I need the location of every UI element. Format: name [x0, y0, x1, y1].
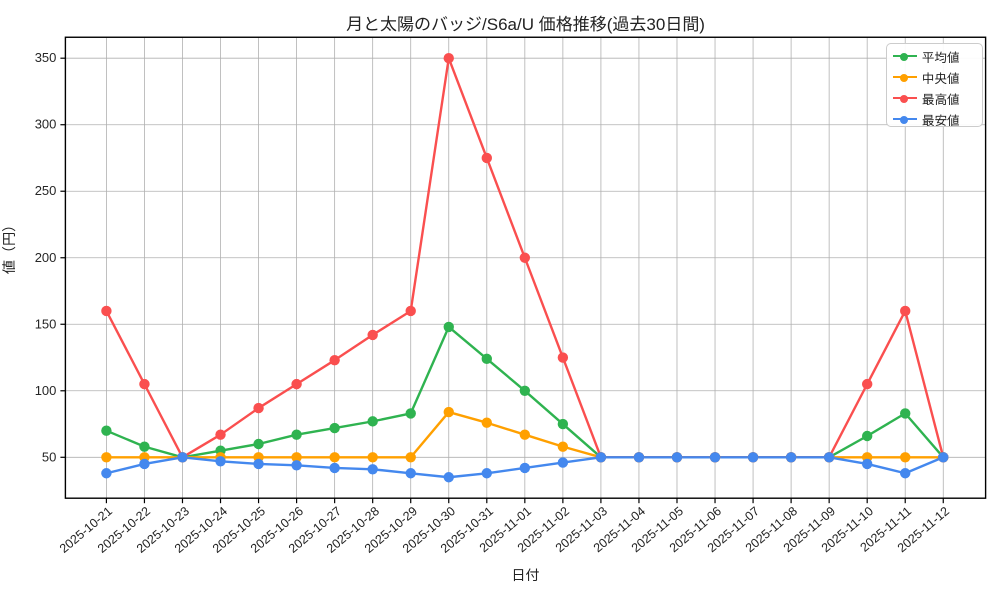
svg-text:350: 350	[35, 50, 57, 65]
svg-text:300: 300	[35, 117, 57, 132]
svg-text:150: 150	[35, 316, 57, 331]
svg-text:100: 100	[35, 383, 57, 398]
svg-text:250: 250	[35, 183, 57, 198]
svg-text:200: 200	[35, 250, 57, 265]
svg-text:50: 50	[42, 449, 56, 464]
